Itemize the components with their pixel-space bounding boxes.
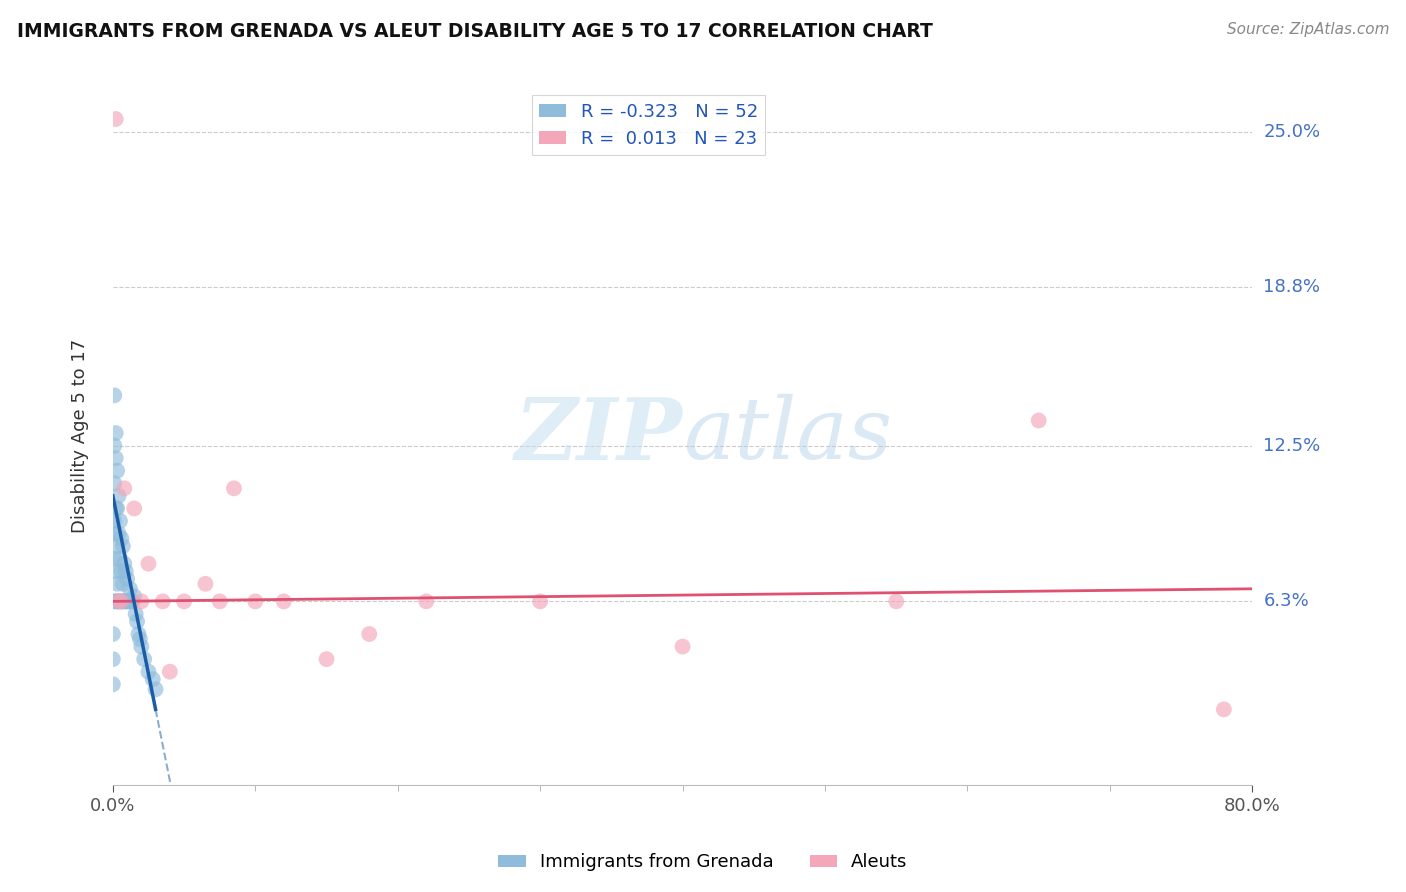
Point xyxy=(112,594,135,608)
Point xyxy=(208,594,231,608)
Point xyxy=(134,652,156,666)
Point xyxy=(131,640,153,654)
Legend: Immigrants from Grenada, Aleuts: Immigrants from Grenada, Aleuts xyxy=(491,847,915,879)
Point xyxy=(105,594,128,608)
Point xyxy=(1028,413,1050,427)
Point xyxy=(145,682,167,697)
Point xyxy=(111,539,134,553)
Point xyxy=(115,572,138,586)
Point xyxy=(120,594,142,608)
Point xyxy=(105,501,128,516)
Point xyxy=(131,594,153,608)
Point xyxy=(104,501,127,516)
Point xyxy=(110,594,132,608)
Point xyxy=(122,501,145,516)
Point xyxy=(107,526,129,541)
Point xyxy=(112,481,135,495)
Point xyxy=(121,594,143,608)
Point xyxy=(107,594,129,608)
Point xyxy=(118,582,141,596)
Point xyxy=(111,594,134,608)
Point xyxy=(103,388,125,402)
Point xyxy=(104,564,127,578)
Point xyxy=(103,476,125,491)
Point xyxy=(194,576,217,591)
Point xyxy=(101,652,124,666)
Point xyxy=(104,526,127,541)
Point xyxy=(104,425,127,440)
Point xyxy=(173,594,195,608)
Text: 6.3%: 6.3% xyxy=(1264,592,1309,610)
Point xyxy=(1212,702,1234,716)
Point xyxy=(138,665,160,679)
Point xyxy=(222,481,245,495)
Point xyxy=(103,514,125,528)
Point xyxy=(124,607,146,621)
Point xyxy=(108,514,131,528)
Point xyxy=(101,627,124,641)
Point xyxy=(159,665,181,679)
Y-axis label: Disability Age 5 to 17: Disability Age 5 to 17 xyxy=(72,338,89,533)
Text: 18.8%: 18.8% xyxy=(1264,278,1320,296)
Point xyxy=(104,112,127,126)
Point xyxy=(110,532,132,546)
Point xyxy=(115,594,138,608)
Point xyxy=(110,594,132,608)
Point xyxy=(108,594,131,608)
Point xyxy=(315,652,337,666)
Text: 25.0%: 25.0% xyxy=(1264,122,1320,141)
Text: Source: ZipAtlas.com: Source: ZipAtlas.com xyxy=(1226,22,1389,37)
Point xyxy=(105,576,128,591)
Point xyxy=(359,627,381,641)
Point xyxy=(103,439,125,453)
Point xyxy=(129,632,152,646)
Point xyxy=(117,594,139,608)
Point xyxy=(103,551,125,566)
Text: ZIP: ZIP xyxy=(515,393,682,477)
Text: 12.5%: 12.5% xyxy=(1264,436,1320,455)
Point xyxy=(105,539,128,553)
Point xyxy=(142,672,165,686)
Point xyxy=(671,640,693,654)
Point xyxy=(114,564,136,578)
Point xyxy=(884,594,907,608)
Text: IMMIGRANTS FROM GRENADA VS ALEUT DISABILITY AGE 5 TO 17 CORRELATION CHART: IMMIGRANTS FROM GRENADA VS ALEUT DISABIL… xyxy=(17,22,932,41)
Point xyxy=(138,557,160,571)
Point xyxy=(152,594,174,608)
Point xyxy=(127,627,149,641)
Point xyxy=(107,594,129,608)
Point xyxy=(111,576,134,591)
Legend: R = -0.323   N = 52, R =  0.013   N = 23: R = -0.323 N = 52, R = 0.013 N = 23 xyxy=(531,95,765,155)
Text: atlas: atlas xyxy=(682,394,891,477)
Point xyxy=(107,489,129,503)
Point xyxy=(101,594,124,608)
Point xyxy=(529,594,551,608)
Point xyxy=(110,564,132,578)
Point xyxy=(112,557,135,571)
Point xyxy=(114,594,136,608)
Point xyxy=(101,677,124,691)
Point xyxy=(108,551,131,566)
Point xyxy=(104,451,127,466)
Point xyxy=(273,594,295,608)
Point xyxy=(125,615,148,629)
Point xyxy=(105,464,128,478)
Point xyxy=(104,594,127,608)
Point xyxy=(122,590,145,604)
Point xyxy=(245,594,267,608)
Point xyxy=(415,594,437,608)
